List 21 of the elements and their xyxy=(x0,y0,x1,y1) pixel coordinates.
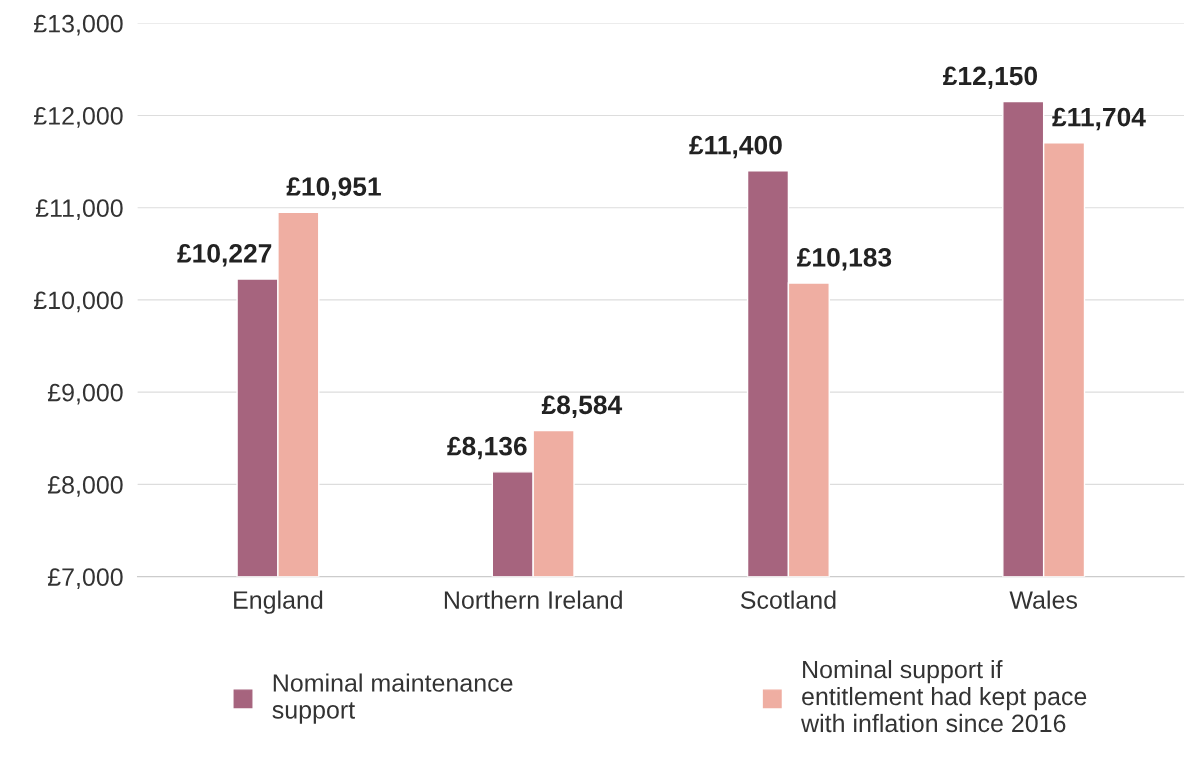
x-tick-label: Scotland xyxy=(740,590,836,609)
x-tick-label: England xyxy=(234,590,323,614)
x-tick-label: Northern Ireland xyxy=(444,590,622,609)
y-tick-label: £12,000 xyxy=(34,107,123,128)
y-tick-label: £7,000 xyxy=(47,568,123,589)
data-label: £10,951 xyxy=(286,177,381,200)
y-tick-label: £10,000 xyxy=(34,291,123,313)
data-label: £8,584 xyxy=(541,395,623,419)
legend-label: Nominal support if entitlement had kept pace with inflation since 2016 xyxy=(801,660,1087,733)
y-tick-label: £9,000 xyxy=(47,383,123,405)
data-label: £8,136 xyxy=(447,436,527,460)
data-label: £10,183 xyxy=(797,248,892,271)
y-tick-label: £13,000 xyxy=(34,14,123,36)
y-tick-label: £8,000 xyxy=(47,476,123,497)
x-tick-label: Wales xyxy=(1009,590,1078,609)
data-label: £11,704 xyxy=(1052,107,1146,131)
data-label: £11,400 xyxy=(689,135,782,159)
legend-label: Nominal maintenance support xyxy=(272,673,513,724)
y-tick-label: £11,000 xyxy=(35,199,123,220)
data-label: £10,227 xyxy=(177,243,272,267)
data-label: £12,150 xyxy=(942,66,1038,90)
